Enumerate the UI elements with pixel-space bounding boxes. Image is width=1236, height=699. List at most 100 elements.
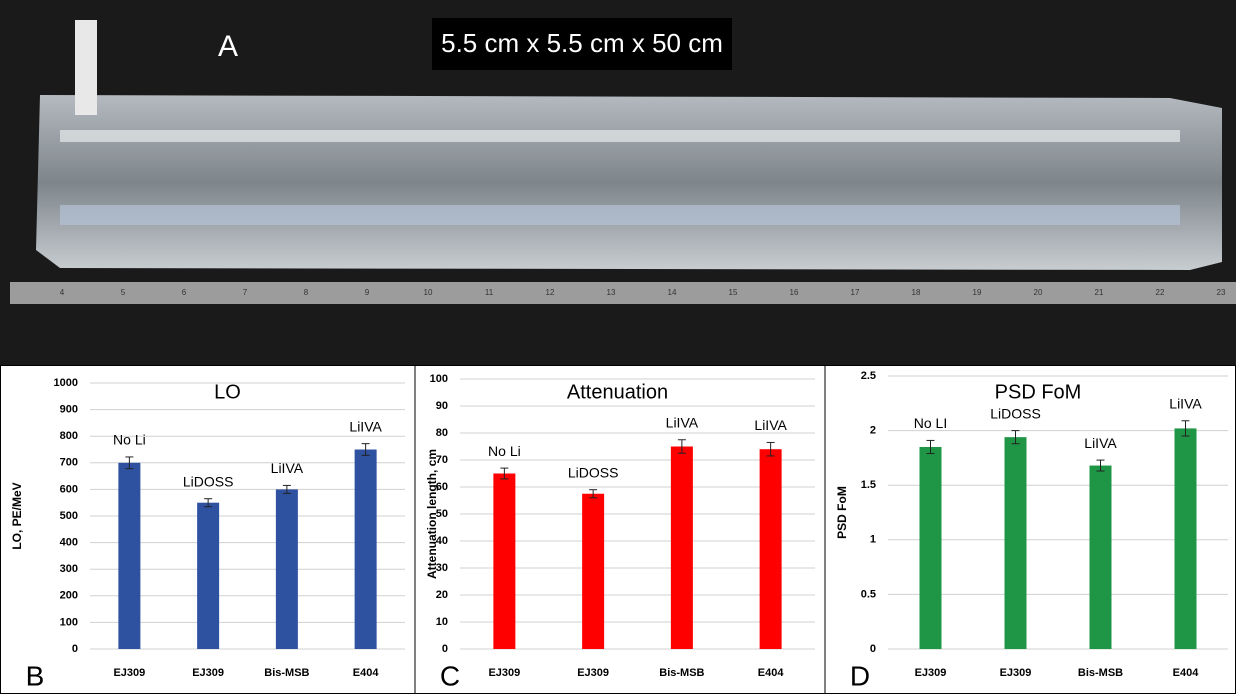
bar bbox=[1090, 466, 1112, 649]
panel-label: C bbox=[440, 660, 460, 691]
bar-annotation: LiDOSS bbox=[183, 473, 234, 489]
x-tick-label: E404 bbox=[758, 667, 785, 679]
y-tick-label: 0 bbox=[442, 643, 448, 655]
panel-label: D bbox=[850, 660, 870, 691]
ruler bbox=[10, 282, 1236, 304]
ruler-label: 10 bbox=[424, 288, 433, 297]
ruler-label: 7 bbox=[243, 288, 248, 297]
y-tick-label: 90 bbox=[436, 400, 448, 412]
bar-annotation: LiDOSS bbox=[990, 405, 1041, 421]
fitting bbox=[75, 20, 97, 115]
panel-label: B bbox=[26, 660, 45, 691]
bar bbox=[197, 503, 219, 649]
bar-annotation: LiIVA bbox=[1169, 395, 1202, 411]
y-tick-label: 300 bbox=[60, 563, 78, 575]
bar-annotation: LiDOSS bbox=[568, 464, 619, 480]
panel-frame bbox=[1, 366, 1236, 694]
figure: 5.5 cm x 5.5 cm x 50 cm A 45678910111213… bbox=[0, 0, 1236, 694]
ruler-label: 14 bbox=[668, 288, 677, 297]
y-tick-label: 40 bbox=[436, 535, 448, 547]
ruler-label: 17 bbox=[851, 288, 860, 297]
ruler-label: 5 bbox=[121, 288, 126, 297]
x-tick-label: EJ309 bbox=[113, 667, 145, 679]
chart-title: Attenuation bbox=[567, 381, 668, 403]
y-axis-label: LO, PE/MeV bbox=[10, 482, 24, 549]
y-tick-label: 100 bbox=[60, 616, 78, 628]
ruler-label: 12 bbox=[546, 288, 555, 297]
bar-annotation: LiIVA bbox=[666, 414, 699, 430]
ruler-label: 23 bbox=[1217, 288, 1226, 297]
ruler-label: 21 bbox=[1095, 288, 1104, 297]
y-tick-label: 0 bbox=[870, 643, 876, 655]
ruler-label: 20 bbox=[1034, 288, 1043, 297]
bar-annotation: No LI bbox=[914, 415, 947, 431]
bar-annotation: No Li bbox=[488, 443, 521, 459]
y-tick-label: 50 bbox=[436, 508, 448, 520]
y-tick-label: 1.5 bbox=[861, 479, 876, 491]
y-tick-label: 100 bbox=[430, 373, 448, 385]
ruler-label: 9 bbox=[365, 288, 370, 297]
y-tick-label: 800 bbox=[60, 430, 78, 442]
chart-title: LO bbox=[214, 381, 241, 403]
y-tick-label: 10 bbox=[436, 616, 448, 628]
acrylic-cell bbox=[36, 95, 1222, 270]
x-tick-label: EJ309 bbox=[192, 667, 224, 679]
bar-annotation: LiIVA bbox=[349, 418, 382, 434]
bar bbox=[671, 447, 693, 650]
bar bbox=[920, 447, 942, 649]
y-tick-label: 60 bbox=[436, 481, 448, 493]
cell-edge bbox=[60, 130, 1180, 142]
y-tick-label: 500 bbox=[60, 510, 78, 522]
x-tick-label: EJ309 bbox=[915, 667, 947, 679]
y-tick-label: 1 bbox=[870, 534, 876, 546]
x-tick-label: Bis-MSB bbox=[659, 667, 704, 679]
ruler-label: 11 bbox=[485, 288, 494, 297]
bar bbox=[276, 489, 298, 649]
photo-caption: 5.5 cm x 5.5 cm x 50 cm bbox=[441, 28, 723, 58]
x-tick-label: E404 bbox=[1173, 667, 1200, 679]
bar bbox=[760, 449, 782, 649]
ruler-label: 6 bbox=[182, 288, 187, 297]
x-tick-label: EJ309 bbox=[1000, 667, 1032, 679]
bar bbox=[1175, 428, 1197, 649]
y-tick-label: 30 bbox=[436, 562, 448, 574]
ruler-label: 22 bbox=[1156, 288, 1165, 297]
ruler-label: 15 bbox=[729, 288, 738, 297]
cell-edge bbox=[60, 205, 1180, 225]
y-tick-label: 80 bbox=[436, 427, 448, 439]
ruler-label: 19 bbox=[973, 288, 982, 297]
bar bbox=[493, 474, 515, 650]
panel-label: A bbox=[218, 30, 238, 63]
x-tick-label: E404 bbox=[353, 667, 380, 679]
y-tick-label: 70 bbox=[436, 454, 448, 466]
y-tick-label: 900 bbox=[60, 404, 78, 416]
bar bbox=[582, 494, 604, 649]
y-tick-label: 2 bbox=[870, 425, 876, 437]
y-tick-label: 1000 bbox=[54, 377, 78, 389]
y-tick-label: 200 bbox=[60, 590, 78, 602]
bar bbox=[1005, 437, 1027, 649]
ruler-label: 16 bbox=[790, 288, 799, 297]
bar bbox=[355, 450, 377, 650]
bar bbox=[118, 463, 140, 649]
x-tick-label: Bis-MSB bbox=[1078, 667, 1123, 679]
ruler-label: 4 bbox=[60, 288, 65, 297]
x-tick-label: EJ309 bbox=[577, 667, 609, 679]
y-tick-label: 400 bbox=[60, 537, 78, 549]
bar-annotation: LiIVA bbox=[1084, 435, 1117, 451]
y-axis-label: PSD FoM bbox=[835, 486, 849, 539]
bar-annotation: LiIVA bbox=[271, 460, 304, 476]
chart-title: PSD FoM bbox=[995, 381, 1082, 403]
y-tick-label: 2.5 bbox=[861, 370, 876, 382]
bar-annotation: No Li bbox=[113, 432, 146, 448]
ruler-label: 13 bbox=[607, 288, 616, 297]
ruler-label: 18 bbox=[912, 288, 921, 297]
x-tick-label: Bis-MSB bbox=[264, 667, 309, 679]
y-tick-label: 0 bbox=[72, 643, 78, 655]
y-tick-label: 0.5 bbox=[861, 588, 876, 600]
bar-annotation: LiIVA bbox=[754, 417, 787, 433]
y-tick-label: 20 bbox=[436, 589, 448, 601]
y-tick-label: 600 bbox=[60, 483, 78, 495]
x-tick-label: EJ309 bbox=[488, 667, 520, 679]
y-tick-label: 700 bbox=[60, 457, 78, 469]
